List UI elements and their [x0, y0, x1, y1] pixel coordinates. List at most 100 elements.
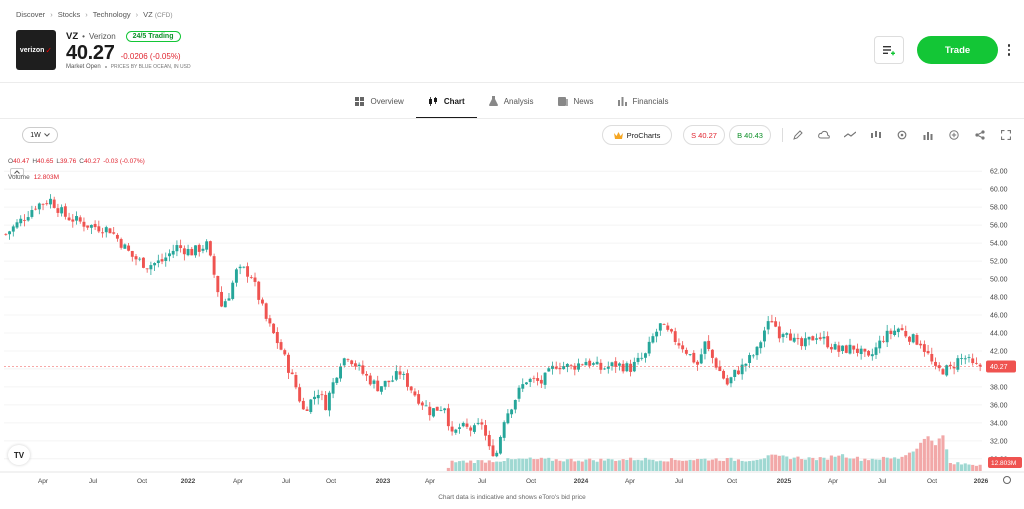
volume-bar	[673, 459, 677, 471]
candle-body	[406, 373, 409, 387]
candle-body	[37, 203, 41, 210]
tab-news[interactable]: News	[546, 83, 606, 119]
candle-body	[532, 377, 536, 379]
trading-hours-badge[interactable]: 24/5 Trading	[125, 31, 181, 42]
pencil-icon[interactable]	[790, 127, 806, 143]
candle-body	[465, 423, 469, 427]
y-tick-label: 50.00	[990, 277, 1008, 284]
more-vertical-icon[interactable]	[1003, 40, 1015, 60]
candle-body	[792, 337, 796, 342]
candle-body	[175, 245, 179, 252]
volume-bar	[826, 459, 830, 471]
candle-body	[591, 363, 595, 365]
candle-body	[841, 345, 845, 352]
chart-toolbar: 1W ProCharts S 40.27 B 40.43	[0, 124, 1024, 148]
candle-body	[49, 198, 52, 205]
volume-bar	[699, 458, 703, 471]
fullscreen-icon[interactable]	[998, 127, 1014, 143]
candle-body	[339, 366, 342, 379]
candle-body	[26, 217, 30, 221]
candle-body	[688, 354, 692, 355]
candle-body	[904, 331, 908, 337]
procharts-button[interactable]: ProCharts	[602, 125, 672, 145]
tab-analysis[interactable]: Analysis	[477, 83, 546, 119]
candle-body	[941, 369, 945, 375]
candle-body	[967, 357, 971, 358]
volume-bar	[461, 460, 465, 471]
bar-chart-icon[interactable]	[920, 127, 936, 143]
candle-type-icon[interactable]	[868, 127, 884, 143]
volume-bar	[528, 457, 532, 471]
volume-bar	[855, 456, 859, 471]
candle-body	[729, 377, 733, 384]
trade-button[interactable]: Trade	[917, 36, 998, 64]
volume-bar	[840, 454, 845, 471]
candle-body	[584, 361, 588, 366]
candle-body	[632, 361, 636, 372]
volume-bar	[602, 460, 607, 471]
breadcrumb-current: VZ (CFD)	[143, 10, 173, 19]
volume-bar	[510, 459, 514, 471]
volume-bar	[550, 460, 555, 471]
volume-bar	[759, 459, 763, 471]
candle-body	[454, 429, 458, 433]
candle-body	[56, 208, 60, 213]
volume-bar	[532, 459, 536, 471]
candle-body	[763, 330, 766, 342]
candle-body	[911, 334, 915, 343]
low-key: L	[56, 158, 60, 165]
volume-bar	[695, 458, 700, 471]
tab-financials[interactable]: Financials	[606, 83, 681, 119]
candle-body	[417, 394, 421, 404]
candle-body	[521, 384, 525, 389]
candle-body	[881, 340, 885, 342]
breadcrumb-stocks[interactable]: Stocks	[57, 10, 81, 19]
axis-settings-icon[interactable]	[1003, 476, 1011, 484]
candle-body	[498, 436, 502, 454]
tab-overview[interactable]: Overview	[343, 83, 415, 119]
candle-body	[134, 256, 138, 260]
volume-bar	[703, 458, 707, 471]
volume-bar	[658, 460, 662, 471]
candle-body	[60, 207, 64, 214]
line-icon[interactable]	[842, 127, 858, 143]
candle-body	[770, 321, 774, 323]
volume-bar	[952, 464, 956, 471]
candle-body	[908, 336, 911, 342]
candle-body	[309, 399, 313, 413]
interval-select[interactable]: 1W	[22, 127, 58, 143]
ohlc-legend: O40.47 H40.65 L39.76 C40.27 -0.03 (-0.07…	[8, 158, 145, 165]
cloud-icon[interactable]	[816, 127, 832, 143]
volume-bar	[565, 459, 569, 471]
candle-body	[123, 244, 127, 249]
sell-price-button[interactable]: S 40.27	[683, 125, 725, 145]
collapse-legend-button[interactable]	[10, 168, 24, 176]
add-circle-icon[interactable]	[946, 127, 962, 143]
volume-bar	[926, 436, 930, 471]
candle-body	[246, 266, 250, 277]
volume-bar	[684, 460, 688, 471]
candle-body	[253, 277, 257, 282]
candle-body	[275, 331, 279, 344]
candle-body	[829, 347, 833, 350]
share-icon[interactable]	[972, 127, 988, 143]
dot-separator	[104, 66, 107, 68]
volume-bar	[844, 457, 848, 471]
tradingview-logo-icon[interactable]: TV	[8, 445, 30, 465]
candle-body	[327, 392, 331, 411]
breadcrumb-technology[interactable]: Technology	[92, 10, 131, 19]
buy-price-button[interactable]: B 40.43	[729, 125, 771, 145]
candle-body	[287, 354, 290, 373]
volume-bar	[781, 455, 785, 471]
settings-icon[interactable]	[894, 127, 910, 143]
volume-bar	[814, 460, 819, 471]
volume-bar	[595, 461, 599, 471]
watchlist-button[interactable]	[874, 36, 904, 64]
candle-body	[722, 370, 726, 379]
tab-chart[interactable]: Chart	[415, 83, 477, 119]
price-chart[interactable]: 62.00 60.00 58.00 56.00 54.00 52.00 50.00 48.00…	[0, 152, 1024, 490]
breadcrumb-discover[interactable]: Discover	[16, 10, 46, 19]
volume-bar	[937, 438, 941, 471]
volume-bar	[852, 458, 856, 471]
candle-body	[629, 363, 633, 372]
